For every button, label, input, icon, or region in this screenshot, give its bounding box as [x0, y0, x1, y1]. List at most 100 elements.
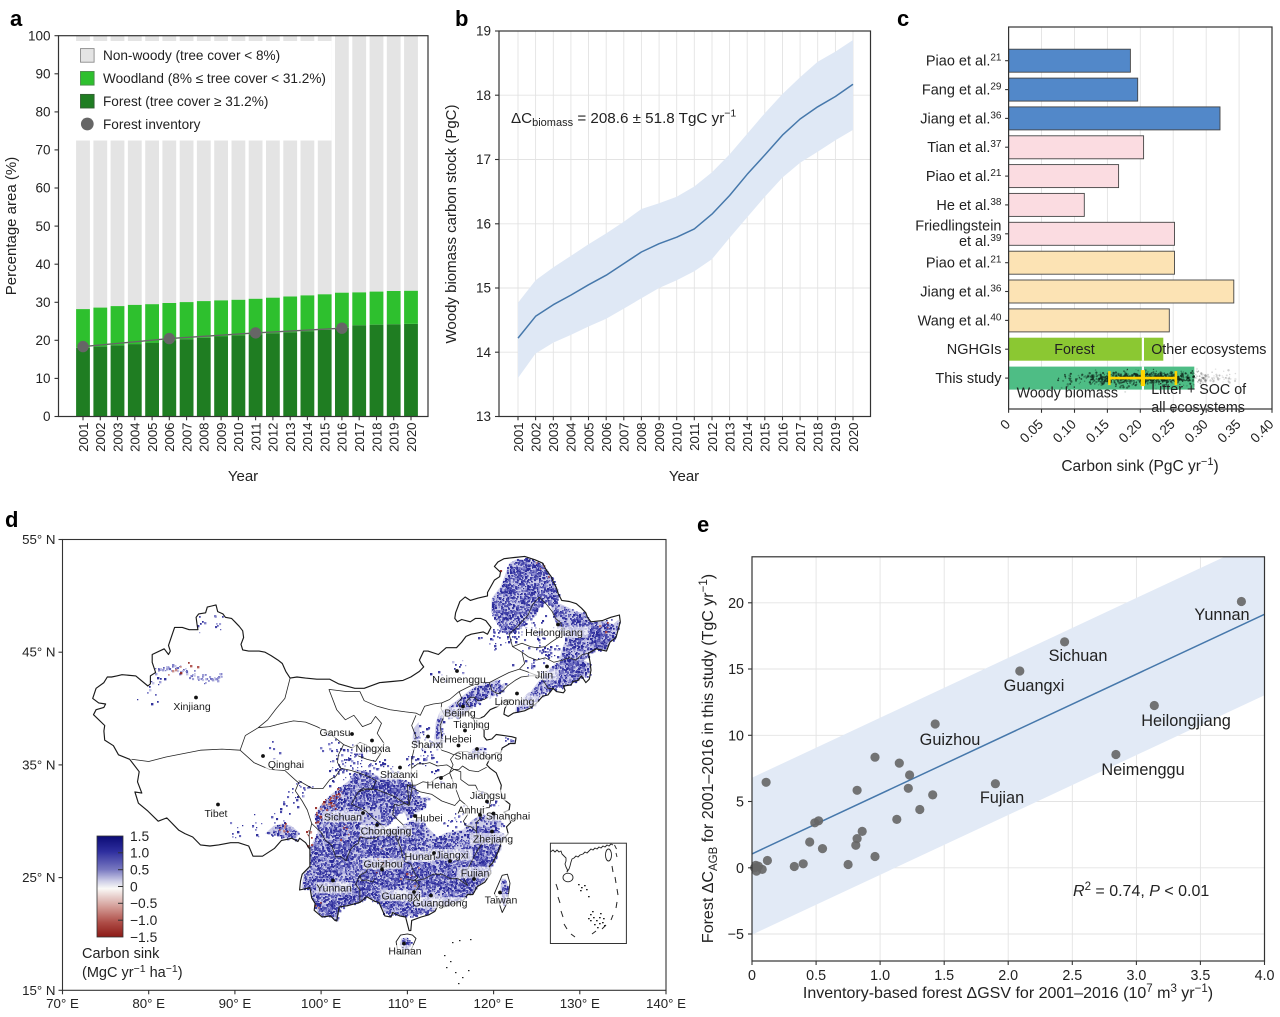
- svg-text:2015: 2015: [758, 423, 773, 452]
- svg-text:Non-woody (tree cover < 8%): Non-woody (tree cover < 8%): [103, 48, 280, 63]
- svg-text:Shanghai: Shanghai: [486, 810, 530, 822]
- svg-text:90° E: 90° E: [219, 996, 252, 1011]
- svg-text:Piao et al.21: Piao et al.21: [926, 255, 1002, 272]
- svg-text:15° N: 15° N: [22, 983, 55, 998]
- svg-text:Jiangxi: Jiangxi: [436, 849, 469, 861]
- svg-text:3.0: 3.0: [1126, 968, 1146, 984]
- svg-text:Tibet: Tibet: [205, 808, 228, 820]
- svg-text:45° N: 45° N: [22, 645, 55, 660]
- svg-text:2005: 2005: [145, 423, 160, 452]
- svg-text:2016: 2016: [335, 423, 350, 452]
- svg-text:2010: 2010: [231, 423, 246, 452]
- svg-text:2011: 2011: [687, 423, 702, 451]
- svg-text:Carbon sink (PgC yr−1): Carbon sink (PgC yr−1): [1061, 456, 1218, 475]
- svg-text:Hubei: Hubei: [415, 812, 442, 824]
- svg-text:25° N: 25° N: [22, 870, 55, 885]
- svg-text:−5: −5: [728, 927, 744, 943]
- svg-text:−1.0: −1.0: [130, 913, 158, 928]
- svg-text:b: b: [455, 6, 468, 31]
- svg-text:(MgC yr−1 ha−1): (MgC yr−1 ha−1): [82, 963, 183, 981]
- svg-text:2001: 2001: [511, 423, 526, 452]
- svg-text:1.5: 1.5: [934, 968, 954, 984]
- svg-text:20: 20: [728, 596, 744, 612]
- svg-text:Guangxi: Guangxi: [381, 890, 420, 902]
- svg-text:e: e: [697, 512, 709, 537]
- svg-text:Fujian: Fujian: [980, 789, 1024, 807]
- svg-text:NGHGIs: NGHGIs: [947, 342, 1002, 358]
- svg-text:2007: 2007: [179, 423, 194, 452]
- svg-text:Xinjiang: Xinjiang: [173, 701, 211, 713]
- svg-text:2011: 2011: [248, 423, 263, 451]
- svg-text:2012: 2012: [266, 423, 281, 452]
- svg-text:14: 14: [476, 345, 492, 360]
- svg-text:−0.5: −0.5: [130, 896, 158, 911]
- svg-text:2008: 2008: [634, 423, 649, 452]
- svg-text:2009: 2009: [652, 423, 667, 452]
- svg-text:d: d: [5, 507, 18, 532]
- svg-text:80° E: 80° E: [132, 996, 165, 1011]
- svg-text:90: 90: [35, 67, 50, 82]
- svg-text:10: 10: [728, 728, 744, 744]
- svg-text:Gansu: Gansu: [320, 727, 351, 739]
- svg-text:Chongqing: Chongqing: [361, 825, 412, 837]
- svg-text:Jilin: Jilin: [535, 669, 553, 681]
- svg-text:all ecosystems: all ecosystems: [1151, 400, 1245, 416]
- svg-text:2016: 2016: [775, 423, 790, 452]
- svg-text:2012: 2012: [705, 423, 720, 452]
- svg-text:R2 = 0.74, P < 0.01: R2 = 0.74, P < 0.01: [1073, 881, 1209, 900]
- svg-text:Zhejiang: Zhejiang: [473, 833, 513, 845]
- svg-text:100: 100: [28, 28, 51, 43]
- svg-text:1.0: 1.0: [130, 846, 150, 861]
- svg-text:1.0: 1.0: [870, 968, 890, 984]
- svg-text:20: 20: [35, 333, 50, 348]
- svg-text:Guizhou: Guizhou: [363, 858, 402, 870]
- svg-text:Hunan: Hunan: [405, 851, 436, 863]
- svg-text:Yunnan: Yunnan: [316, 882, 352, 894]
- svg-text:Sichuan: Sichuan: [324, 811, 362, 823]
- svg-text:0: 0: [736, 861, 744, 877]
- svg-text:55° N: 55° N: [22, 532, 55, 547]
- svg-text:Jiang et al.36: Jiang et al.36: [920, 284, 1002, 301]
- svg-text:2.0: 2.0: [998, 968, 1018, 984]
- svg-text:0.5: 0.5: [806, 968, 826, 984]
- svg-text:35° N: 35° N: [22, 757, 55, 772]
- svg-text:Liaoning: Liaoning: [495, 696, 535, 708]
- svg-text:−1.5: −1.5: [130, 930, 158, 945]
- svg-text:30: 30: [35, 295, 50, 310]
- svg-text:1.5: 1.5: [130, 829, 150, 844]
- svg-text:70: 70: [35, 143, 50, 158]
- svg-text:Qinghai: Qinghai: [268, 759, 304, 771]
- svg-text:Beijing: Beijing: [444, 707, 476, 719]
- svg-text:Wang et al.40: Wang et al.40: [918, 312, 1002, 329]
- svg-text:2017: 2017: [793, 423, 808, 452]
- svg-text:Neimenggu: Neimenggu: [1101, 761, 1184, 779]
- svg-text:18: 18: [476, 88, 491, 103]
- svg-text:0: 0: [43, 409, 51, 424]
- svg-text:80: 80: [35, 105, 50, 120]
- svg-text:2018: 2018: [369, 423, 384, 452]
- svg-text:Neimenggu: Neimenggu: [432, 674, 486, 686]
- svg-text:Heilongjiang: Heilongjiang: [1141, 712, 1231, 730]
- svg-text:130° E: 130° E: [560, 996, 600, 1011]
- svg-text:Woody biomass: Woody biomass: [1017, 386, 1118, 402]
- svg-text:4.0: 4.0: [1255, 968, 1275, 984]
- svg-text:10: 10: [35, 371, 50, 386]
- svg-text:Jiang et al.36: Jiang et al.36: [920, 110, 1002, 127]
- svg-text:17: 17: [476, 152, 491, 167]
- svg-text:70° E: 70° E: [46, 996, 79, 1011]
- svg-text:Carbon sink: Carbon sink: [82, 946, 160, 962]
- svg-text:2008: 2008: [197, 423, 212, 452]
- svg-text:Piao et al.21: Piao et al.21: [926, 168, 1002, 185]
- svg-text:2017: 2017: [352, 423, 367, 452]
- svg-text:Forest (tree cover ≥ 31.2%): Forest (tree cover ≥ 31.2%): [103, 94, 268, 109]
- svg-text:Shandong: Shandong: [455, 750, 503, 762]
- svg-text:2003: 2003: [546, 423, 561, 452]
- svg-text:2015: 2015: [318, 423, 333, 452]
- svg-text:50: 50: [35, 219, 50, 234]
- svg-text:Hebei: Hebei: [444, 733, 471, 745]
- svg-text:0: 0: [748, 968, 756, 984]
- svg-text:Shaanxi: Shaanxi: [380, 769, 418, 781]
- svg-text:2010: 2010: [670, 423, 685, 452]
- svg-text:2013: 2013: [283, 423, 298, 452]
- svg-text:2018: 2018: [811, 423, 826, 452]
